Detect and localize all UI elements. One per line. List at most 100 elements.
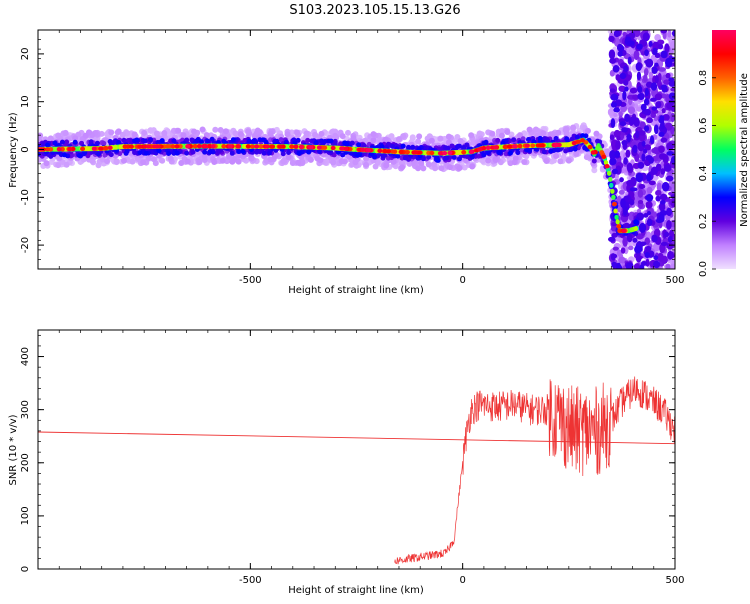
snr-xtick-label: -500: [239, 575, 262, 586]
heatmap-cell: [277, 144, 283, 149]
heatmap-cell: [613, 208, 618, 214]
heatmap-cell: [643, 213, 649, 218]
heatmap-cell: [264, 144, 270, 149]
heatmap-cell: [638, 129, 646, 136]
snr-lines: [38, 376, 675, 565]
heatmap-cell: [286, 149, 292, 155]
heatmap-cell: [431, 161, 438, 168]
heatmap-cell: [350, 135, 357, 142]
spectrogram-xlabel: Height of straight line (km): [288, 285, 424, 296]
heatmap-cell: [652, 47, 658, 56]
heatmap-cell: [661, 84, 668, 93]
heatmap-cell: [666, 150, 674, 156]
heatmap-cell: [338, 158, 345, 165]
spectrogram-frame: [37, 29, 676, 270]
heatmap-cell: [633, 219, 639, 225]
heatmap-cell: [245, 144, 251, 149]
heatmap-cell: [222, 128, 229, 135]
heatmap-cell: [603, 160, 609, 166]
heatmap-cell: [562, 142, 567, 148]
heatmap-cell: [610, 101, 618, 108]
heatmap-cell: [580, 133, 586, 139]
heatmap-cell: [619, 72, 627, 79]
heatmap-cell: [541, 149, 547, 155]
heatmap-cell: [254, 144, 260, 149]
heatmap-cell: [76, 152, 82, 158]
heatmap-cell: [166, 151, 172, 157]
heatmap-cell: [156, 148, 162, 154]
heatmap-cell: [285, 154, 292, 161]
heatmap-cell: [612, 65, 620, 73]
heatmap-cell: [659, 199, 666, 205]
heatmap-cell: [379, 144, 385, 150]
heatmap-cell: [657, 39, 665, 45]
heatmap-cell: [289, 159, 296, 166]
heatmap-cell: [335, 149, 341, 155]
heatmap-cell: [644, 49, 649, 57]
heatmap-cell: [96, 151, 102, 157]
heatmap-cell: [308, 145, 314, 150]
heatmap-cell: [481, 152, 487, 158]
heatmap-cell: [142, 138, 148, 144]
heatmap-cell: [648, 71, 654, 79]
heatmap-cell: [670, 87, 675, 92]
heatmap-cell: [649, 170, 658, 175]
snr-frame: [37, 329, 676, 570]
heatmap-cell: [64, 139, 70, 145]
heatmap-cell: [611, 201, 617, 207]
heatmap-cell: [670, 181, 675, 189]
heatmap-cell: [582, 145, 588, 151]
heatmap-cell: [642, 74, 648, 83]
snr-ytick-label: 400: [20, 347, 31, 366]
heatmap-cell: [178, 159, 185, 166]
heatmap-cell: [365, 147, 371, 153]
heatmap-cell: [618, 189, 625, 195]
heatmap-cell: [548, 148, 554, 154]
heatmap-cell: [184, 158, 191, 165]
heatmap-cell: [217, 127, 224, 134]
heatmap-cell: [445, 139, 452, 146]
heatmap-cell: [425, 161, 432, 168]
heatmap-cell: [104, 158, 111, 165]
heatmap-cell: [316, 145, 322, 150]
heatmap-cell: [382, 137, 389, 144]
heatmap-cell: [572, 146, 578, 152]
heatmap-cell: [485, 145, 491, 151]
heatmap-cell: [613, 129, 621, 138]
heatmap-cell: [646, 211, 652, 216]
heatmap-cell: [512, 144, 518, 149]
heatmap-cell: [80, 146, 86, 152]
heatmap-cell: [370, 137, 377, 144]
heatmap-cell: [202, 149, 208, 155]
heatmap-cell: [636, 71, 642, 81]
heatmap-cell: [659, 115, 665, 121]
heatmap-cell: [59, 139, 65, 145]
heatmap-cell: [660, 168, 666, 175]
heatmap-cell: [516, 132, 523, 139]
heatmap-cell: [616, 249, 622, 257]
heatmap-cell: [360, 147, 366, 153]
heatmap-cell: [400, 143, 406, 149]
spectrogram-heatmap: [38, 30, 675, 269]
heatmap-cell: [199, 126, 206, 133]
heatmap-cell: [400, 133, 407, 140]
heatmap-cell: [638, 222, 647, 233]
heatmap-cell: [140, 159, 147, 166]
heatmap-cell: [654, 62, 659, 67]
heatmap-cell: [537, 138, 543, 144]
spectrogram-xtick-label: 500: [665, 275, 684, 286]
heatmap-cell: [646, 186, 653, 194]
heatmap-cell: [670, 112, 675, 123]
heatmap-cell: [618, 256, 626, 264]
heatmap-cell: [159, 157, 166, 164]
heatmap-cell: [515, 150, 521, 156]
heatmap-cell: [201, 157, 208, 164]
heatmap-cell: [622, 90, 627, 101]
heatmap-cell: [72, 135, 79, 142]
snr-ytick-label: 0: [20, 566, 31, 572]
heatmap-cell: [88, 139, 94, 145]
heatmap-cell: [383, 162, 390, 169]
heatmap-cell: [270, 144, 276, 149]
heatmap-cell: [313, 140, 319, 146]
heatmap-cell: [626, 133, 631, 143]
